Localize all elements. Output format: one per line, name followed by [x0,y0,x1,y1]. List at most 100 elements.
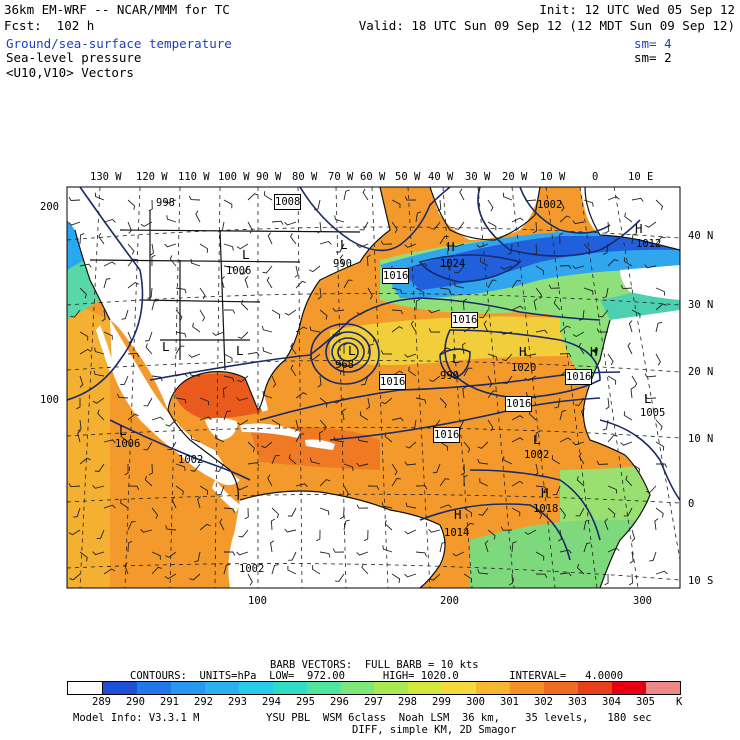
wind-barb [404,529,417,535]
legend-value: 301 [500,696,519,708]
wind-barb [415,485,428,490]
legend-swatch [645,682,680,694]
wind-barb [559,215,571,223]
coastline-pacific [74,229,111,321]
wind-barb [487,221,497,231]
wind-barb [405,502,417,509]
lat-label: 10 S [688,575,714,587]
wind-barb [604,518,609,531]
wind-barb [620,284,633,290]
wind-barb [319,309,328,320]
wind-barb [572,220,585,225]
wind-barb [190,463,201,472]
contour-1016-a [149,297,601,381]
wind-barb [649,551,657,562]
legend-swatch [272,682,307,694]
wind-barb [199,309,206,322]
wind-barb [631,197,644,202]
wind-barb [166,215,177,223]
wind-barb [439,265,452,271]
wind-barb [223,410,231,421]
wind-barb [94,347,105,355]
wind-barb [576,476,585,487]
wind-barb [428,328,441,333]
pressure-label: 1002 [178,454,204,466]
wind-barb [144,331,153,342]
wind-barb [148,463,153,476]
wind-barb [655,236,666,245]
us-borders [89,210,361,371]
wind-barb [535,507,543,519]
wind-barb [151,416,164,421]
legend-value: 305 [636,696,655,708]
wind-barb [271,375,277,388]
wind-barb [607,258,619,267]
wind-barb [219,518,225,531]
pressure-label: 1002 [524,449,550,461]
contour-990-east [439,348,471,379]
wind-barb [655,303,667,311]
wind-barb [575,507,585,517]
wind-barb [559,549,572,554]
wind-barb [607,507,616,518]
wind-barb [151,551,161,560]
wind-barb [559,265,572,270]
wind-barb [487,529,496,540]
wind-barb [644,394,657,399]
wind-barb [224,551,236,556]
wind-barb [356,462,369,467]
wind-barb [461,342,466,355]
wind-barb [602,243,609,255]
wind-barb [430,221,441,230]
ocean-cold [400,236,680,290]
pressure-label: 1012 [636,238,662,250]
wind-barb [271,507,280,519]
wind-barb [463,507,473,517]
wind-barb [356,243,369,248]
wind-barb [535,485,547,491]
wind-barb [195,210,201,223]
wind-barb [116,393,129,399]
wind-barb [103,278,111,289]
lon-label: 10 W [540,171,566,183]
wind-barb [332,331,345,337]
wind-barb [92,551,105,556]
wind-barb [247,441,255,453]
wind-barb [415,397,427,404]
wind-barb [236,485,249,491]
wind-barb [367,331,376,343]
lon-label: 70 W [328,171,354,183]
wind-barb [404,243,417,248]
low-center: L [644,391,652,406]
wind-barb [415,263,428,267]
wind-barb [439,441,449,451]
wind-barb [188,353,201,358]
wind-barb [631,309,641,319]
high-center: H [454,507,462,522]
wind-barb [367,485,380,490]
wind-barb [127,540,133,553]
wind-barb [215,434,225,443]
model-title: 36km EM-WRF -- NCAR/MMM for TC [4,2,230,17]
wind-barb [453,281,465,289]
pressure-label: 1016 [505,396,533,412]
lat-label: 10 N [688,433,714,445]
wind-barb [244,507,249,520]
wind-barb [175,373,188,378]
wind-barb [366,254,371,267]
wind-barb [96,529,105,540]
wind-barb [439,397,447,409]
wind-barb [428,309,441,314]
wind-barb [356,309,369,316]
wind-barb [630,386,635,399]
wind-barb [477,458,489,465]
lon-label: 0 [592,171,599,183]
wind-barb [199,523,211,531]
wind-barb [487,375,493,388]
pressure-label: 990 [440,370,459,382]
wind-barb [288,551,297,561]
wind-barb [559,199,565,212]
wind-barb [192,322,201,333]
legend-value: 300 [466,696,485,708]
wind-barb [124,562,129,575]
